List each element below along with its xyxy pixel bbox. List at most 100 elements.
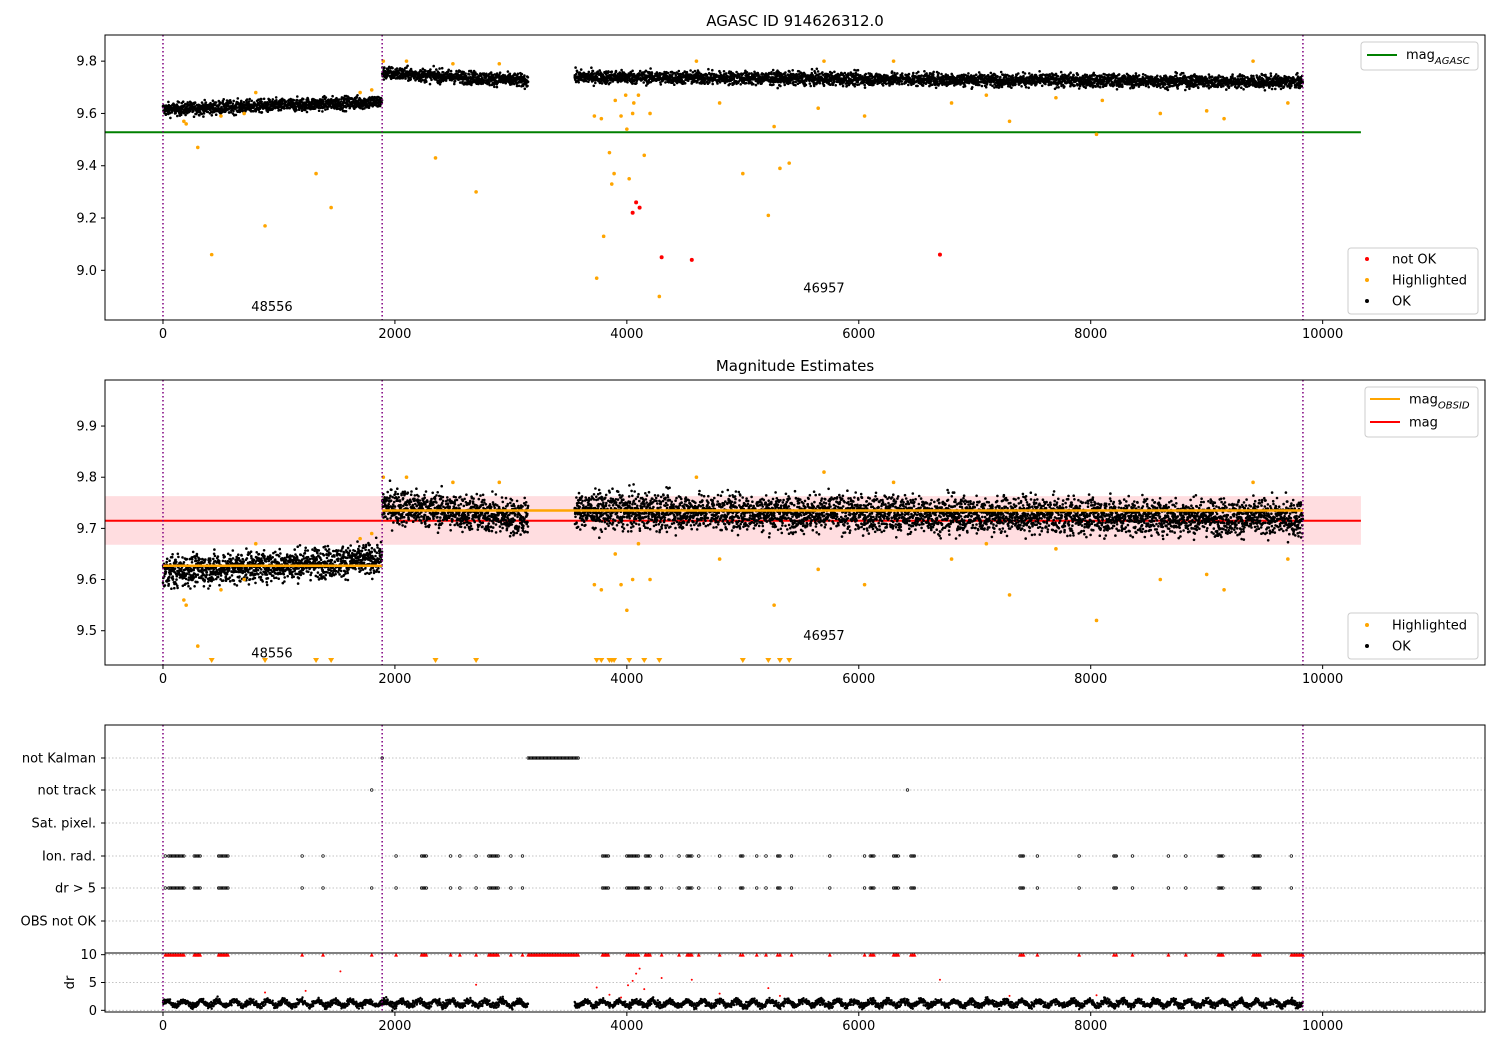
ok-point	[211, 99, 215, 102]
ok-point	[1030, 73, 1034, 77]
ok-point	[1102, 80, 1106, 83]
ok-point	[991, 84, 994, 88]
ok-point	[575, 72, 578, 76]
ok-point	[508, 72, 512, 76]
ok-point	[912, 78, 916, 81]
ok-point	[978, 83, 981, 87]
ok-point	[391, 66, 394, 70]
ok-point	[821, 71, 824, 74]
ok-point	[593, 72, 596, 75]
ok-point	[1069, 71, 1072, 74]
ok-point	[884, 82, 888, 86]
ok-point	[1020, 85, 1023, 88]
ok-point	[980, 84, 984, 88]
ok-point	[445, 77, 449, 80]
ok-point	[432, 64, 436, 68]
ok-point	[258, 110, 261, 114]
ok-point	[1010, 86, 1013, 89]
ok-point	[406, 64, 409, 68]
ok-point	[275, 99, 278, 102]
ok-point	[673, 83, 676, 86]
ok-point	[999, 75, 1002, 79]
ok-point	[631, 69, 634, 73]
ok-point	[841, 84, 845, 88]
ok-point	[288, 106, 292, 110]
ok-point	[447, 68, 451, 72]
ok-point	[659, 81, 662, 84]
ok-point	[592, 84, 596, 88]
ok-point	[772, 83, 775, 86]
ok-point	[435, 68, 438, 71]
ok-point	[232, 109, 235, 113]
ok-point	[977, 71, 981, 74]
ok-point	[428, 82, 432, 86]
ok-point	[830, 71, 834, 75]
ok-point	[873, 81, 876, 85]
ok-point	[248, 97, 251, 101]
ok-point	[234, 113, 238, 117]
ok-point	[337, 98, 341, 101]
ok-point	[1056, 75, 1060, 78]
ok-point	[322, 100, 325, 103]
ok-point	[1072, 74, 1075, 77]
ok-point	[727, 75, 731, 78]
ok-point	[424, 69, 427, 72]
ok-point	[245, 98, 249, 101]
ok-point	[189, 101, 193, 104]
ok-point	[985, 82, 989, 85]
ok-point	[470, 70, 473, 74]
ok-point	[908, 76, 912, 80]
ok-point	[794, 83, 797, 87]
ok-point	[611, 80, 615, 83]
ok-point	[689, 69, 692, 72]
ok-point	[191, 109, 195, 113]
ok-point	[202, 115, 205, 118]
ok-point	[587, 70, 591, 74]
ok-point	[685, 70, 689, 74]
ok-point	[644, 69, 648, 73]
ok-point	[1093, 74, 1097, 77]
ok-point	[719, 74, 723, 77]
ok-point	[919, 77, 922, 80]
ok-point	[770, 72, 773, 76]
ok-point	[498, 71, 502, 74]
ok-point	[177, 101, 181, 104]
ok-point	[995, 85, 999, 89]
ok-point	[829, 83, 832, 86]
ok-point	[696, 69, 700, 72]
ok-point	[683, 82, 687, 85]
ok-point	[486, 82, 489, 86]
ok-point	[186, 101, 189, 104]
ok-point	[574, 66, 577, 69]
ok-point	[1063, 79, 1067, 82]
ok-point	[993, 86, 996, 89]
ok-point	[773, 73, 776, 76]
ok-point	[227, 111, 231, 114]
ok-point	[577, 81, 580, 84]
ok-point	[711, 82, 714, 86]
ok-point	[430, 78, 433, 82]
ok-point	[1084, 86, 1087, 90]
ok-point	[591, 69, 595, 73]
ok-point	[779, 84, 782, 88]
ok-point	[1076, 73, 1080, 76]
ok-point	[719, 71, 722, 75]
ok-point	[282, 107, 286, 110]
ok-point	[677, 69, 681, 73]
ok-point	[526, 76, 530, 79]
ok-point	[232, 99, 235, 103]
ok-point	[808, 82, 812, 85]
ok-point	[791, 69, 794, 72]
ok-point	[1121, 85, 1124, 89]
ok-point	[1035, 83, 1038, 86]
ok-point	[458, 81, 462, 84]
ok-point	[1067, 73, 1071, 76]
ok-point	[729, 70, 733, 74]
ok-point	[1049, 83, 1053, 86]
ok-point	[274, 96, 278, 99]
ok-point	[784, 71, 787, 74]
ok-point	[847, 72, 850, 75]
ok-point	[833, 70, 836, 74]
ok-point	[404, 77, 407, 80]
ok-point	[330, 98, 333, 101]
